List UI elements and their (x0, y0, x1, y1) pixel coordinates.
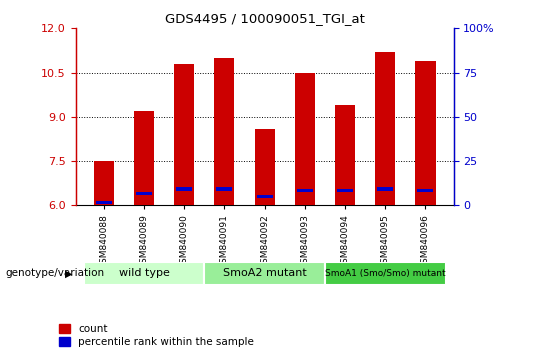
Bar (337, 189, 353, 192)
Bar (217, 187, 232, 191)
Text: SmoA2 mutant: SmoA2 mutant (222, 268, 307, 279)
Bar (96, 201, 112, 204)
Bar (214, 58, 234, 205)
Text: GDS4495 / 100090051_TGI_at: GDS4495 / 100090051_TGI_at (165, 12, 364, 25)
Bar (136, 192, 152, 195)
Bar (375, 52, 395, 205)
Bar (134, 111, 154, 205)
Bar (295, 73, 315, 205)
Bar (254, 129, 275, 205)
Text: ▶: ▶ (65, 268, 72, 278)
Bar (415, 61, 435, 205)
Legend: count, percentile rank within the sample: count, percentile rank within the sample (59, 324, 254, 347)
Bar (335, 105, 355, 205)
Text: SmoA1 (Smo/Smo) mutant: SmoA1 (Smo/Smo) mutant (325, 269, 446, 278)
Bar (256, 195, 273, 198)
FancyBboxPatch shape (325, 262, 446, 285)
Text: wild type: wild type (118, 268, 170, 279)
Bar (417, 189, 434, 192)
Bar (377, 187, 393, 191)
Bar (176, 187, 192, 191)
FancyBboxPatch shape (204, 262, 325, 285)
Text: genotype/variation: genotype/variation (5, 268, 105, 278)
FancyBboxPatch shape (84, 262, 204, 285)
Bar (94, 161, 114, 205)
Bar (297, 189, 313, 192)
Bar (174, 64, 194, 205)
